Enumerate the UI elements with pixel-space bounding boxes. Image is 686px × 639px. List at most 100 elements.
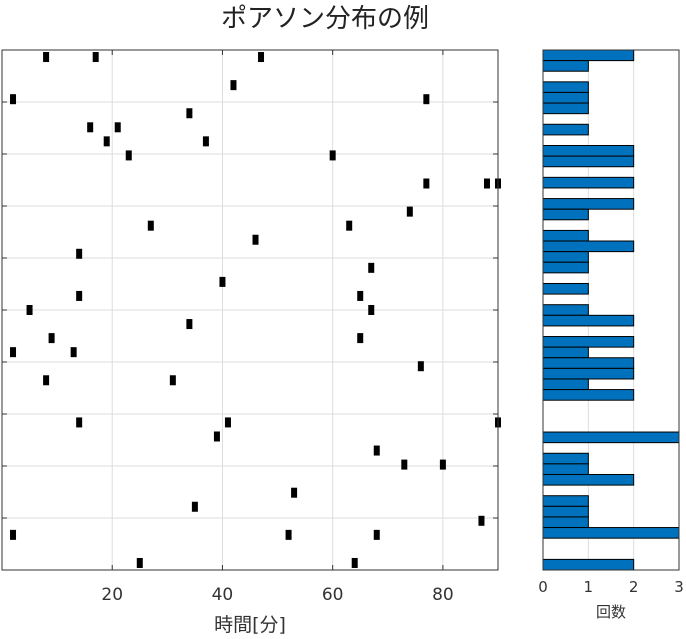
event-mark [373, 445, 380, 456]
histogram-bar [542, 473, 635, 486]
event-plot-xtick-label: 80 [432, 585, 454, 605]
histogram-bar [542, 176, 635, 189]
event-mark [76, 290, 83, 301]
event-plot-xlabel: 時間[分] [214, 614, 286, 636]
event-mark [373, 529, 380, 540]
histogram-bar [542, 229, 589, 242]
histogram-bar [542, 367, 635, 380]
event-mark [147, 220, 154, 231]
event-plot: 20 40 60 80 時間[分] [1, 49, 501, 636]
histogram-bar [542, 336, 635, 348]
event-plot-ticks [2, 50, 498, 570]
event-mark [478, 515, 485, 526]
event-mark [406, 206, 413, 217]
event-mark [357, 333, 364, 344]
histogram-bar [542, 505, 589, 518]
histogram-xtick-label: 3 [674, 578, 684, 596]
histogram-bar [542, 346, 589, 359]
histogram-bar [542, 49, 635, 62]
histogram-xtick-label: 2 [629, 578, 639, 596]
histogram-bar [542, 123, 589, 136]
event-mark [401, 459, 408, 470]
event-mark [258, 52, 265, 63]
histogram-bar [542, 251, 589, 263]
histogram-bar [542, 527, 680, 539]
event-mark [291, 487, 298, 498]
event-mark [351, 557, 358, 568]
histogram-bar [542, 282, 589, 295]
event-mark [423, 178, 430, 189]
event-mark [439, 459, 446, 470]
histogram-bars [542, 49, 680, 571]
event-mark [368, 262, 375, 273]
histogram-bar [542, 60, 589, 72]
event-mark [114, 122, 121, 133]
event-mark [285, 529, 292, 540]
histogram-bar [542, 304, 589, 316]
event-mark [186, 319, 193, 330]
histogram-bar [542, 81, 589, 93]
event-mark [417, 361, 424, 372]
event-mark [357, 290, 364, 301]
histogram-xtick-label: 1 [584, 578, 594, 596]
event-mark [224, 417, 231, 428]
event-mark [368, 305, 375, 315]
event-mark [230, 80, 237, 91]
histogram-bar [542, 102, 589, 115]
histogram-bar [542, 314, 635, 327]
event-mark [169, 375, 176, 386]
event-mark [483, 178, 490, 189]
event-marks [10, 52, 501, 568]
histogram-bar [542, 463, 589, 475]
histogram-bar [542, 516, 589, 529]
histogram-bar [542, 378, 589, 391]
histogram-frame [542, 49, 680, 571]
event-mark [92, 52, 99, 63]
event-mark [329, 150, 336, 161]
histogram-bar [542, 357, 635, 369]
event-mark [252, 234, 259, 245]
event-plot-grid [2, 50, 498, 570]
event-mark [43, 52, 50, 63]
histogram-bar [542, 208, 589, 221]
histogram-bar [542, 240, 635, 253]
event-mark [219, 276, 226, 287]
histogram-bar [542, 91, 589, 104]
event-mark [202, 136, 209, 147]
histogram-bar [542, 145, 635, 157]
event-mark [346, 220, 353, 231]
histogram-bar [542, 198, 635, 210]
event-mark [26, 305, 33, 315]
event-mark [70, 347, 77, 358]
histogram-bar [542, 155, 635, 168]
event-mark [103, 136, 110, 147]
histogram-bar [542, 558, 635, 571]
histogram-bar [542, 452, 589, 465]
event-plot-tick-labels: 20 40 60 80 [101, 585, 453, 605]
event-mark [136, 557, 143, 568]
event-mark [43, 375, 50, 386]
event-plot-xtick-label: 60 [322, 585, 344, 605]
event-mark [48, 333, 55, 344]
histogram-bar [542, 431, 680, 444]
event-mark [87, 122, 94, 133]
histogram-bar [542, 389, 635, 401]
histogram-xtick-label: 0 [538, 578, 548, 596]
histogram-grid [587, 50, 635, 570]
event-mark [10, 347, 17, 358]
histogram: 0 1 2 3 回数 [538, 49, 684, 621]
histogram-xlabel: 回数 [596, 603, 626, 621]
event-mark [125, 150, 132, 161]
event-plot-xtick-label: 40 [212, 585, 234, 605]
event-mark [10, 94, 17, 105]
event-mark [191, 501, 198, 512]
event-mark [213, 431, 220, 442]
histogram-bar [542, 261, 589, 274]
histogram-bar [542, 495, 589, 507]
event-mark [76, 248, 83, 259]
event-plot-xtick-label: 20 [101, 585, 123, 605]
event-mark [186, 108, 193, 119]
figure-title: ポアソン分布の例 [221, 4, 429, 34]
event-mark [76, 417, 83, 428]
